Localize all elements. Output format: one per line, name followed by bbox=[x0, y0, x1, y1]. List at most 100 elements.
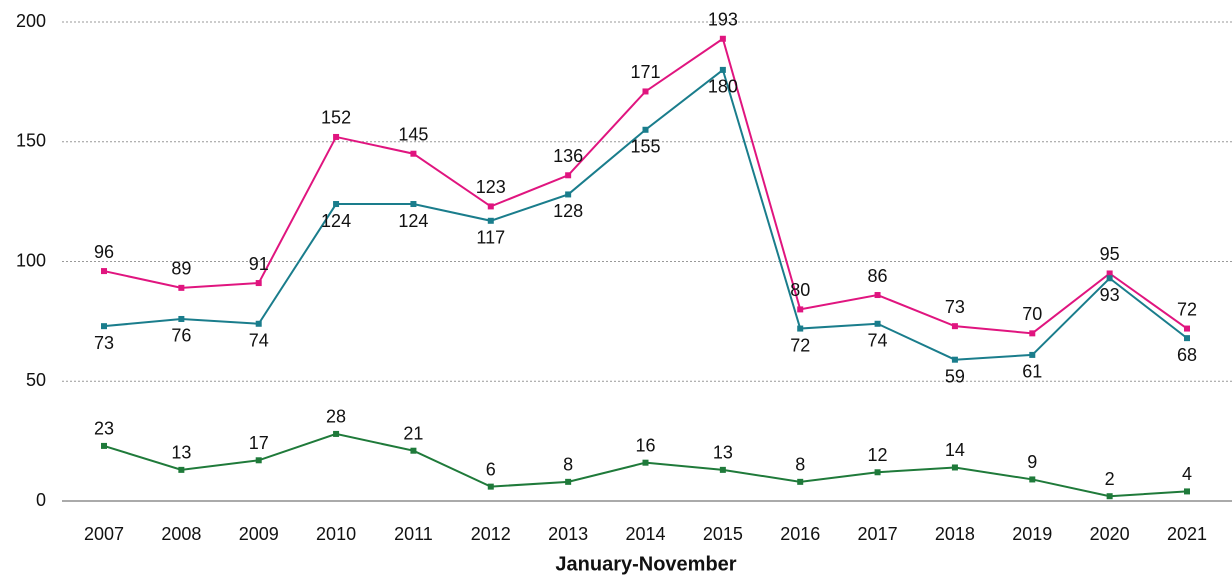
data-label: 12 bbox=[868, 445, 888, 465]
data-label: 8 bbox=[795, 455, 805, 475]
data-label: 93 bbox=[1100, 285, 1120, 305]
data-label: 193 bbox=[708, 10, 738, 30]
point bbox=[410, 201, 417, 208]
point bbox=[255, 320, 262, 327]
point bbox=[642, 459, 649, 466]
y-tick-label: 0 bbox=[36, 490, 46, 510]
point bbox=[1029, 330, 1036, 337]
point bbox=[797, 306, 804, 313]
x-axis-label: January-November bbox=[555, 553, 736, 575]
y-tick-label: 50 bbox=[26, 370, 46, 390]
data-label: 145 bbox=[398, 124, 428, 144]
data-label: 13 bbox=[713, 443, 733, 463]
data-label: 16 bbox=[635, 435, 655, 455]
data-label: 96 bbox=[94, 242, 114, 262]
point bbox=[487, 483, 494, 490]
point bbox=[797, 325, 804, 332]
data-label: 171 bbox=[630, 62, 660, 82]
data-label: 4 bbox=[1182, 464, 1192, 484]
data-label: 13 bbox=[171, 443, 191, 463]
x-tick-label: 2013 bbox=[548, 524, 588, 544]
data-label: 117 bbox=[476, 228, 505, 248]
data-label: 8 bbox=[563, 455, 573, 475]
x-tick-label: 2011 bbox=[394, 524, 433, 544]
data-label: 136 bbox=[553, 146, 583, 166]
data-label: 128 bbox=[553, 201, 583, 221]
point bbox=[1029, 476, 1036, 483]
x-tick-label: 2009 bbox=[239, 524, 279, 544]
point bbox=[874, 292, 881, 299]
data-label: 74 bbox=[868, 331, 888, 351]
data-label: 123 bbox=[476, 177, 506, 197]
data-label: 21 bbox=[403, 423, 423, 443]
data-label: 124 bbox=[321, 211, 351, 231]
data-label: 91 bbox=[249, 254, 269, 274]
x-tick-label: 2021 bbox=[1167, 524, 1207, 544]
data-label: 74 bbox=[249, 331, 269, 351]
x-tick-label: 2020 bbox=[1090, 524, 1130, 544]
point bbox=[1184, 488, 1190, 495]
point bbox=[874, 320, 881, 327]
point bbox=[642, 88, 649, 95]
point bbox=[487, 217, 494, 224]
point bbox=[410, 150, 417, 157]
point bbox=[1106, 275, 1113, 282]
data-label: 2 bbox=[1105, 469, 1115, 489]
data-label: 6 bbox=[486, 459, 496, 479]
point bbox=[797, 478, 804, 485]
data-label: 72 bbox=[790, 335, 810, 355]
point bbox=[255, 457, 262, 464]
point bbox=[565, 191, 572, 198]
data-label: 76 bbox=[171, 326, 191, 346]
data-label: 28 bbox=[326, 407, 346, 427]
point bbox=[101, 268, 107, 275]
x-tick-label: 2010 bbox=[316, 524, 356, 544]
data-label: 14 bbox=[945, 440, 965, 460]
data-label: 70 bbox=[1022, 304, 1042, 324]
point bbox=[487, 203, 494, 210]
data-label: 155 bbox=[630, 137, 660, 157]
point bbox=[951, 323, 958, 330]
point bbox=[1029, 351, 1036, 358]
x-tick-label: 2016 bbox=[780, 524, 820, 544]
data-label: 59 bbox=[945, 366, 965, 386]
series-line bbox=[103, 37, 1188, 335]
point bbox=[178, 466, 185, 473]
data-label: 86 bbox=[868, 266, 888, 286]
x-tick-label: 2008 bbox=[161, 524, 201, 544]
data-label: 124 bbox=[398, 211, 428, 231]
data-label: 152 bbox=[321, 108, 351, 128]
point bbox=[410, 447, 417, 454]
point bbox=[333, 430, 340, 437]
point bbox=[101, 323, 107, 330]
x-tick-label: 2012 bbox=[471, 524, 511, 544]
point bbox=[333, 201, 340, 208]
y-tick-label: 150 bbox=[16, 131, 46, 151]
data-label: 73 bbox=[945, 297, 965, 317]
point bbox=[874, 469, 881, 476]
point bbox=[719, 466, 726, 473]
x-tick-label: 2007 bbox=[84, 524, 124, 544]
data-label: 72 bbox=[1177, 299, 1197, 319]
y-tick-label: 200 bbox=[16, 11, 46, 31]
point bbox=[178, 284, 185, 291]
point bbox=[951, 356, 958, 363]
data-label: 80 bbox=[790, 280, 810, 300]
data-label: 73 bbox=[94, 333, 114, 353]
point bbox=[565, 478, 572, 485]
point bbox=[719, 66, 726, 73]
point bbox=[719, 35, 726, 42]
point bbox=[178, 315, 185, 322]
data-label: 61 bbox=[1022, 362, 1042, 382]
data-label: 95 bbox=[1100, 244, 1120, 264]
x-tick-label: 2017 bbox=[858, 524, 898, 544]
data-label: 89 bbox=[171, 259, 191, 279]
y-tick-label: 100 bbox=[16, 250, 46, 270]
data-label: 9 bbox=[1027, 452, 1037, 472]
point bbox=[951, 464, 958, 471]
point bbox=[1184, 325, 1190, 332]
point bbox=[1106, 493, 1113, 500]
point bbox=[101, 442, 107, 449]
x-tick-label: 2019 bbox=[1012, 524, 1052, 544]
